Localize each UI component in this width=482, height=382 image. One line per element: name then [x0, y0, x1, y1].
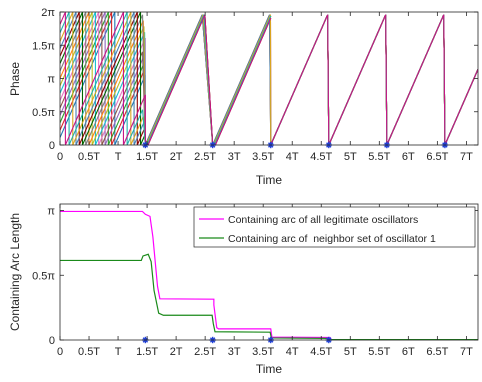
phase-plot: 0 0.5T T 1.5T 2T 2.5T 3T 3.5T 4T 4.5T 5T 5.5T 6T 6.5T…: [8, 7, 479, 187]
phase-y-tick-label: π: [47, 74, 55, 86]
phase-x-tick-label: 3T: [228, 151, 241, 163]
arc-y-tick-label: π: [47, 206, 55, 218]
phase-y-tick-label: 1.5π: [32, 40, 55, 52]
phase-x-tick-label: 4T: [286, 151, 299, 163]
arc-x-ticks: 0 0.5T T 1.5T 2T 2.5T 3T 3.5T 4T 4.5T 5T 5.5T 6T 6.5T…: [57, 204, 473, 358]
phase-x-axis-label: Time: [256, 173, 283, 187]
arc-x-tick-label: 4T: [286, 346, 299, 358]
arc-x-tick-label: 6T: [402, 346, 415, 358]
arc-y-axis-label: Containing Arc Length: [8, 213, 22, 331]
phase-x-tick-label: 7T: [460, 151, 473, 163]
phase-trajectories: [60, 12, 478, 145]
phase-y-axis-label: Phase: [8, 62, 22, 96]
arc-length-plot: 0 0.5T T 1.5T 2T 2.5T 3T 3.5T 4T 4.5T 5T 5.5T 6T 6.5T…: [8, 203, 479, 376]
series-line-neighbor-set: [60, 253, 478, 341]
phase-x-tick-label: 5.5T: [368, 151, 390, 163]
phase-x-tick-label: 4.5T: [310, 151, 332, 163]
arc-x-axis-label: Time: [256, 362, 283, 376]
phase-y-ticks: 0 0.5π π 1.5π 2π: [32, 7, 478, 152]
phase-y-tick-label: 2π: [41, 7, 55, 19]
arc-x-tick-label: 2T: [170, 346, 183, 358]
phase-x-tick-label: 5T: [344, 151, 357, 163]
arc-x-tick-label: 6.5T: [426, 346, 448, 358]
arc-y-tick-label: 0.5π: [32, 270, 55, 282]
arc-x-tick-label: 3.5T: [252, 346, 274, 358]
arc-x-tick-label: T: [115, 346, 122, 358]
phase-x-tick-label: 2T: [170, 151, 183, 163]
phase-x-tick-label: 2.5T: [194, 151, 216, 163]
arc-x-tick-label: 0: [57, 346, 63, 358]
phase-plot-area: [60, 12, 478, 145]
phase-x-tick-label: 6.5T: [426, 151, 448, 163]
series-line-all-oscillators: [60, 210, 478, 341]
legend-label-all-oscillators: Containing arc of all legitimate oscilla…: [228, 214, 418, 226]
arc-x-tick-label: 7T: [460, 346, 473, 358]
arc-x-tick-label: 1.5T: [136, 346, 158, 358]
arc-series: [60, 210, 478, 341]
phase-y-tick-label: 0: [49, 140, 55, 152]
arc-plot-frame: [59, 203, 479, 341]
arc-x-tick-label: 0.5T: [78, 346, 100, 358]
phase-x-tick-label: 0: [57, 151, 63, 163]
arc-y-tick-label: 0: [49, 335, 55, 347]
phase-x-tick-label: 6T: [402, 151, 415, 163]
arc-x-tick-label: 5.5T: [368, 346, 390, 358]
phase-y-tick-label: 0.5π: [32, 107, 55, 119]
phase-x-tick-label: 1.5T: [136, 151, 158, 163]
arc-y-ticks: 0 0.5π π: [32, 206, 478, 347]
legend-label-neighbor-set: Containing arc of neighbor set of oscill…: [228, 233, 436, 245]
phase-x-tick-label: 0.5T: [78, 151, 100, 163]
arc-x-tick-label: 3T: [228, 346, 241, 358]
phase-x-tick-label: T: [115, 151, 122, 163]
phase-x-tick-label: 3.5T: [252, 151, 274, 163]
arc-x-tick-label: 5T: [344, 346, 357, 358]
arc-x-tick-label: 2.5T: [194, 346, 216, 358]
arc-x-tick-label: 4.5T: [310, 346, 332, 358]
phase-x-ticks: 0 0.5T T 1.5T 2T 2.5T 3T 3.5T 4T 4.5T 5T 5.5T 6T 6.5T…: [57, 12, 473, 163]
legend: Containing arc of all legitimate oscilla…: [193, 206, 476, 248]
legend-box: [193, 206, 476, 248]
